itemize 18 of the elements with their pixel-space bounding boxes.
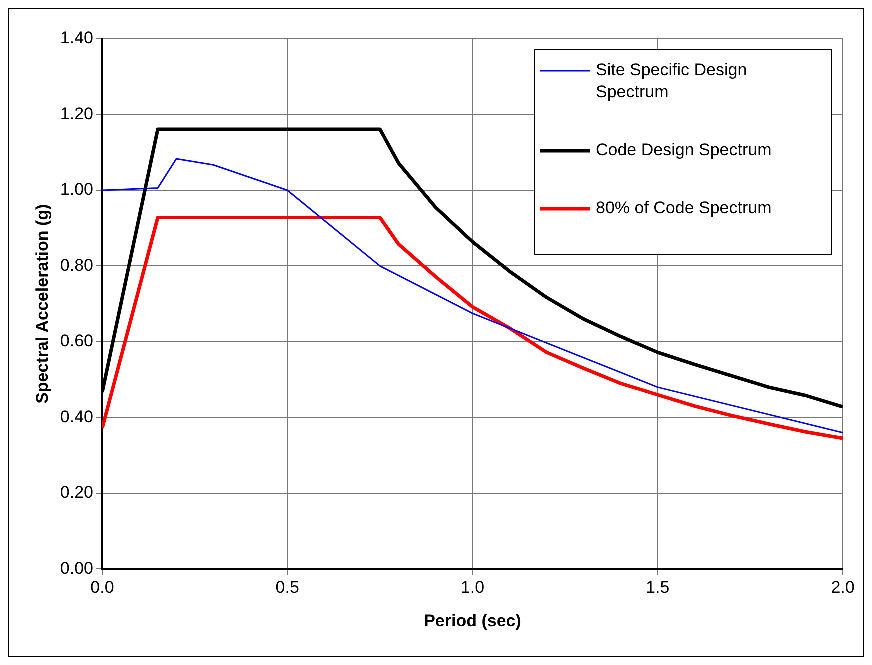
legend-label: 80% of Code Spectrum bbox=[596, 198, 772, 218]
y-tick-label: 0.80 bbox=[60, 256, 94, 275]
y-tick-label: 1.00 bbox=[60, 180, 94, 200]
y-axis-title: Spectral Acceleration (g) bbox=[32, 204, 52, 404]
x-axis-title: Period (sec) bbox=[424, 611, 522, 630]
y-tick-label: 0.60 bbox=[60, 332, 94, 351]
x-tick-label: 0.5 bbox=[276, 578, 300, 598]
y-tick-label: 1.40 bbox=[60, 28, 94, 48]
y-tick-label: 1.20 bbox=[60, 104, 94, 124]
y-tick-label: 0.40 bbox=[60, 407, 94, 426]
x-tick-label: 0.0 bbox=[90, 578, 114, 598]
x-tick-label: 2.0 bbox=[831, 578, 855, 598]
x-tick-label: 1.5 bbox=[646, 578, 670, 598]
x-tick-label: 1.0 bbox=[460, 578, 485, 598]
y-tick-label: 0.00 bbox=[60, 558, 94, 578]
y-tick-label: 0.20 bbox=[60, 483, 94, 502]
legend-label: Code Design Spectrum bbox=[596, 140, 772, 160]
legend-label: Site Specific Design Spectrum bbox=[596, 60, 748, 102]
